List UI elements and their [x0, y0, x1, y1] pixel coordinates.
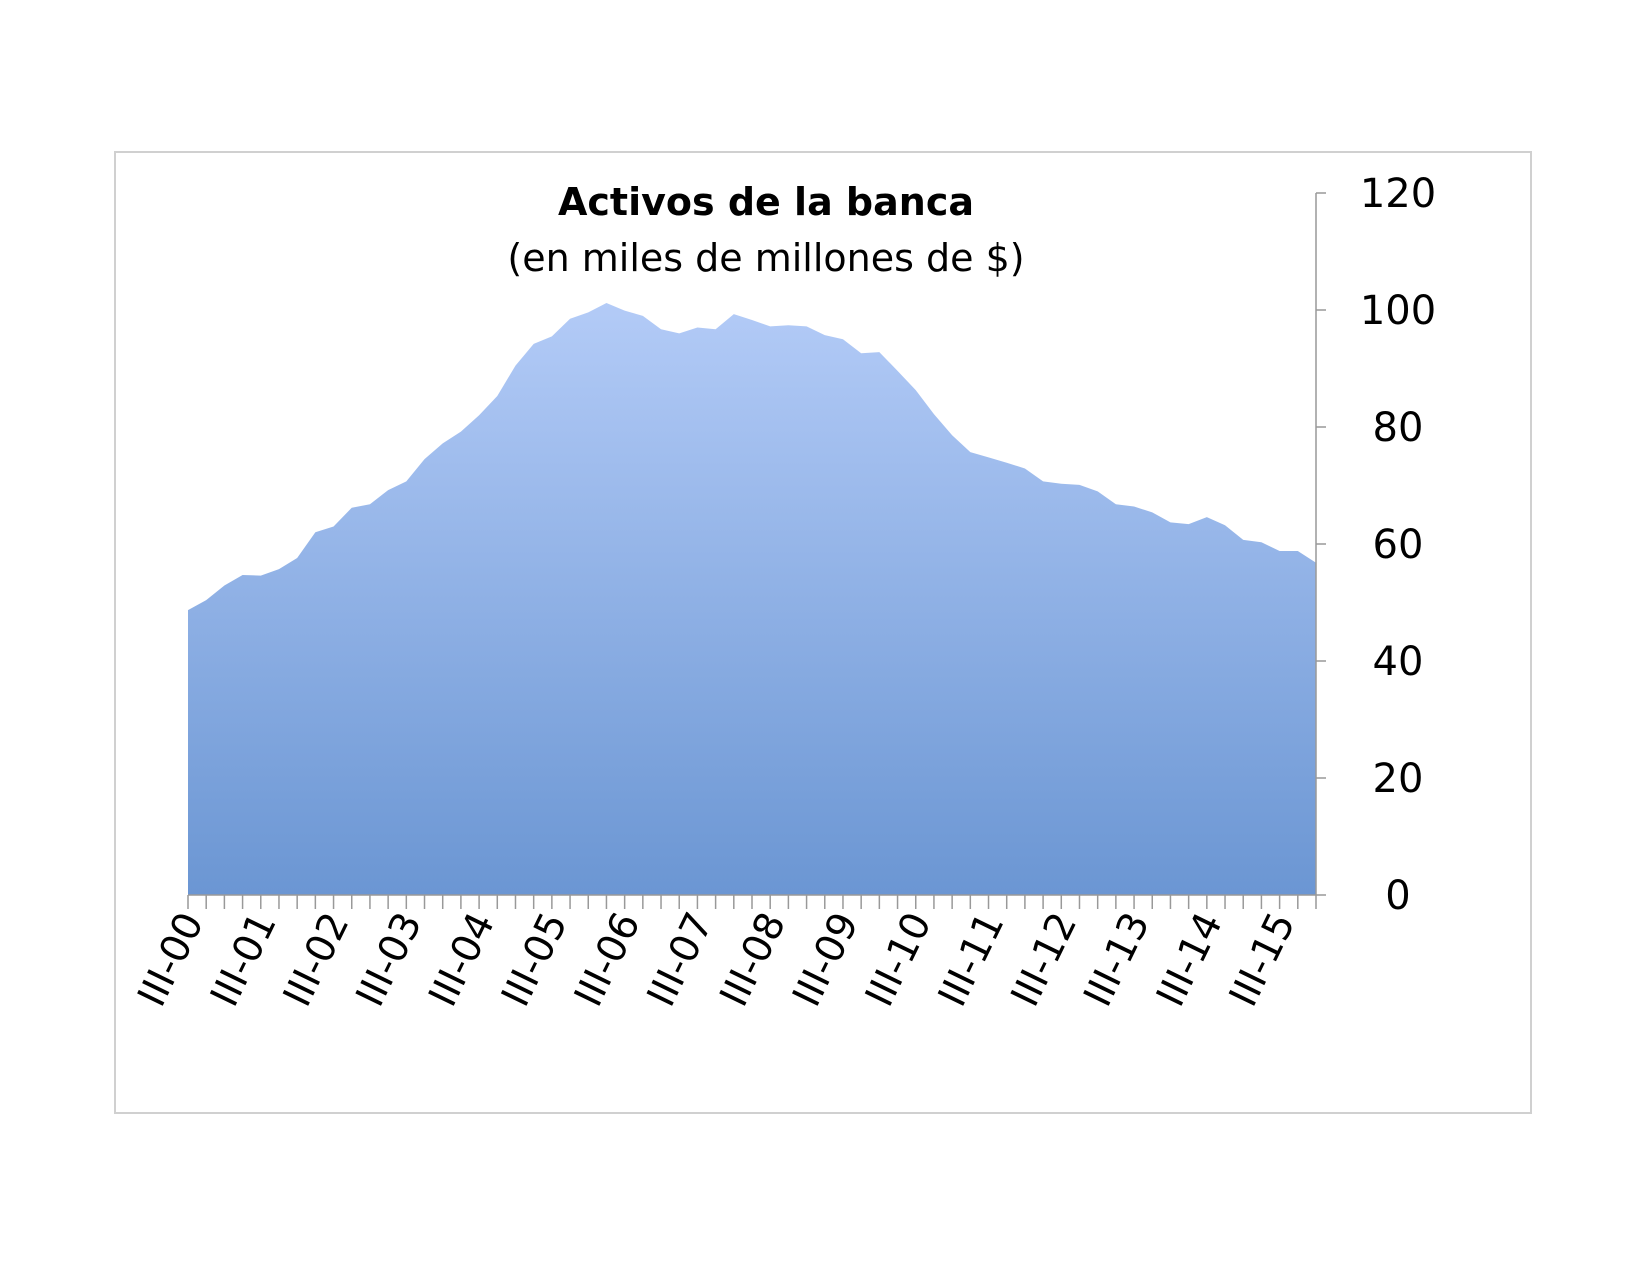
x-tick-label: III-07	[639, 906, 723, 1014]
y-tick-label: 60	[1373, 522, 1424, 568]
x-tick-label: III-00	[129, 906, 213, 1014]
y-tick-label: 40	[1373, 639, 1424, 685]
chart-svg: 0 20 40 60 80 100 120 III-00III-01III-02III-03…	[129, 171, 1436, 1014]
x-tick-label: III-14	[1148, 906, 1232, 1014]
x-tick-label: III-10	[857, 906, 941, 1014]
x-tick-label: III-01	[202, 906, 286, 1014]
area-layer	[188, 302, 1316, 895]
y-tick-label: 0	[1385, 873, 1410, 919]
y-axis: 0 20 40 60 80 100 120	[1315, 171, 1436, 919]
x-axis: III-00III-01III-02III-03III-04III-05III-…	[129, 894, 1317, 1014]
chart-subtitle: (en miles de millones de $)	[507, 236, 1024, 280]
x-tick-label: III-03	[348, 906, 432, 1014]
x-tick-label: III-06	[566, 906, 650, 1014]
y-tick-label: 120	[1360, 171, 1436, 217]
x-tick-label: III-05	[493, 906, 577, 1014]
series-area	[188, 302, 1316, 895]
x-tick-label: III-15	[1221, 906, 1305, 1014]
x-tick-label: III-04	[421, 906, 505, 1014]
x-tick-label: III-13	[1076, 906, 1160, 1014]
x-tick-label: III-12	[1003, 906, 1087, 1014]
x-tick-label: III-08	[712, 906, 796, 1014]
x-tick-label: III-09	[784, 906, 868, 1014]
x-tick-label: III-02	[275, 906, 359, 1014]
chart-frame: 0 20 40 60 80 100 120 III-00 III-01 III-02 III-03…	[114, 151, 1532, 1114]
y-tick-label: 20	[1373, 756, 1424, 802]
chart-title: Activos de la banca	[558, 180, 974, 224]
y-tick-label: 100	[1360, 288, 1436, 334]
y-tick-label: 80	[1373, 405, 1424, 451]
x-tick-label: III-11	[930, 906, 1014, 1014]
